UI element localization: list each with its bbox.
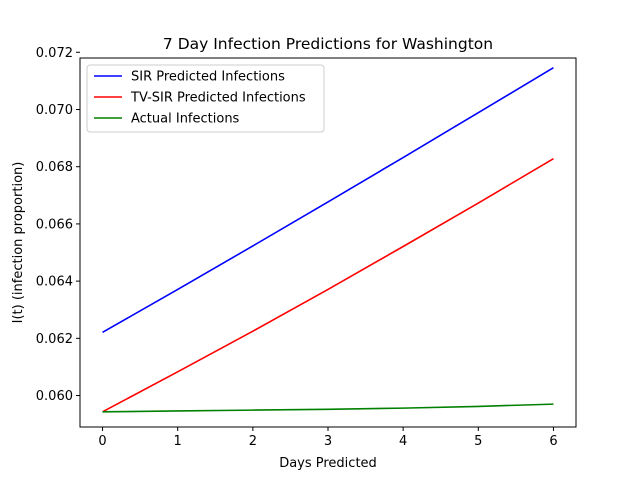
series-line-1 xyxy=(102,158,554,413)
legend-box xyxy=(86,64,325,133)
x-axis: 0 1 2 3 4 5 6 xyxy=(98,427,558,449)
x-tick-label: 6 xyxy=(549,434,557,449)
y-tick-label: 0.068 xyxy=(36,160,73,175)
y-tick-label: 0.072 xyxy=(36,46,73,61)
series-line-2 xyxy=(102,403,554,413)
legend: SIR Predicted Infections TV-SIR Predicted… xyxy=(86,64,325,133)
y-tick-label: 0.062 xyxy=(36,332,73,347)
chart-title: 7 Day Infection Predictions for Washingt… xyxy=(163,35,493,53)
y-axis-label: I(t) (infection proportion) xyxy=(11,162,26,324)
plot-area xyxy=(102,67,554,413)
x-axis-label: Days Predicted xyxy=(279,456,377,471)
y-tick-label: 0.060 xyxy=(36,389,73,404)
x-tick-label: 3 xyxy=(324,434,332,449)
x-tick-label: 0 xyxy=(98,434,106,449)
y-tick-label: 0.070 xyxy=(36,103,73,118)
y-axis: 0.060 0.062 0.064 0.066 0.068 0.070 0.072 xyxy=(36,46,80,404)
x-tick-label: 4 xyxy=(399,434,407,449)
x-tick-label: 1 xyxy=(174,434,182,449)
legend-entry: TV-SIR Predicted Infections xyxy=(130,91,306,106)
x-tick-label: 2 xyxy=(249,434,257,449)
legend-entry: Actual Infections xyxy=(131,112,240,127)
x-tick-label: 5 xyxy=(474,434,482,449)
legend-entry: SIR Predicted Infections xyxy=(131,70,285,85)
series-line-0 xyxy=(102,67,554,334)
y-tick-label: 0.064 xyxy=(36,275,73,290)
y-tick-label: 0.066 xyxy=(36,217,73,232)
